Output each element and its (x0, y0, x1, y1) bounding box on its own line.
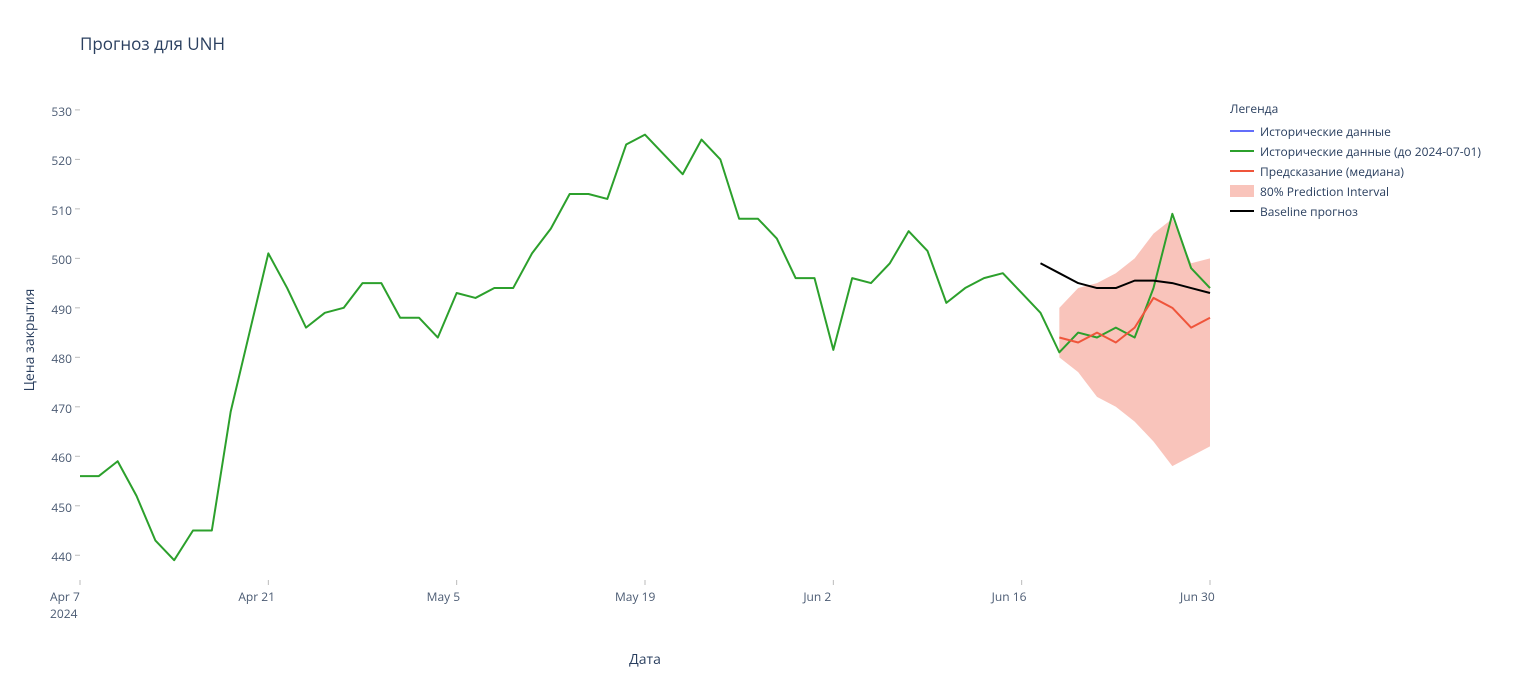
legend-swatch (1230, 150, 1254, 152)
y-tick-label: 530 (51, 103, 72, 120)
x-tick-label: May 19 (615, 588, 675, 605)
legend-swatch (1230, 210, 1254, 212)
x-tick-label: May 5 (427, 588, 487, 605)
legend-item[interactable]: Исторические данные (1230, 121, 1481, 141)
legend-title: Легенда (1230, 100, 1481, 117)
legend-label: Предсказание (медиана) (1260, 163, 1404, 180)
y-tick-label: 490 (51, 301, 72, 318)
legend-swatch (1230, 170, 1254, 172)
y-tick-label: 520 (51, 152, 72, 169)
y-tick-label: 440 (51, 548, 72, 565)
y-tick-label: 480 (51, 350, 72, 367)
legend-item[interactable]: 80% Prediction Interval (1230, 181, 1481, 201)
x-tick-label: Apr 72024 (50, 588, 110, 622)
x-tick-label: Jun 2 (803, 588, 863, 605)
x-tick-label: Apr 21 (238, 588, 298, 605)
y-tick-label: 460 (51, 449, 72, 466)
legend-label: Исторические данные (до 2024-07-01) (1260, 143, 1481, 160)
y-axis-label: Цена закрытия (20, 260, 39, 420)
x-tick-label: Jun 30 (1180, 588, 1240, 605)
y-tick-label: 510 (51, 202, 72, 219)
legend-item[interactable]: Baseline прогноз (1230, 201, 1481, 221)
legend-item[interactable]: Предсказание (медиана) (1230, 161, 1481, 181)
chart-container: Прогноз для UNH 440450460470480490500510… (0, 0, 1520, 687)
y-tick-label: 470 (51, 400, 72, 417)
x-tick-label: Jun 16 (992, 588, 1052, 605)
y-tick-label: 500 (51, 251, 72, 268)
legend-label: 80% Prediction Interval (1260, 183, 1389, 200)
legend-swatch (1230, 185, 1254, 197)
x-axis-label: Дата (0, 650, 1290, 669)
historical-data-line (80, 135, 1210, 561)
legend: Легенда Исторические данные Исторические д… (1230, 100, 1481, 221)
legend-item[interactable]: Исторические данные (до 2024-07-01) (1230, 141, 1481, 161)
y-tick-label: 450 (51, 499, 72, 516)
legend-label: Исторические данные (1260, 123, 1391, 140)
legend-label: Baseline прогноз (1260, 203, 1358, 220)
legend-swatch (1230, 130, 1254, 132)
